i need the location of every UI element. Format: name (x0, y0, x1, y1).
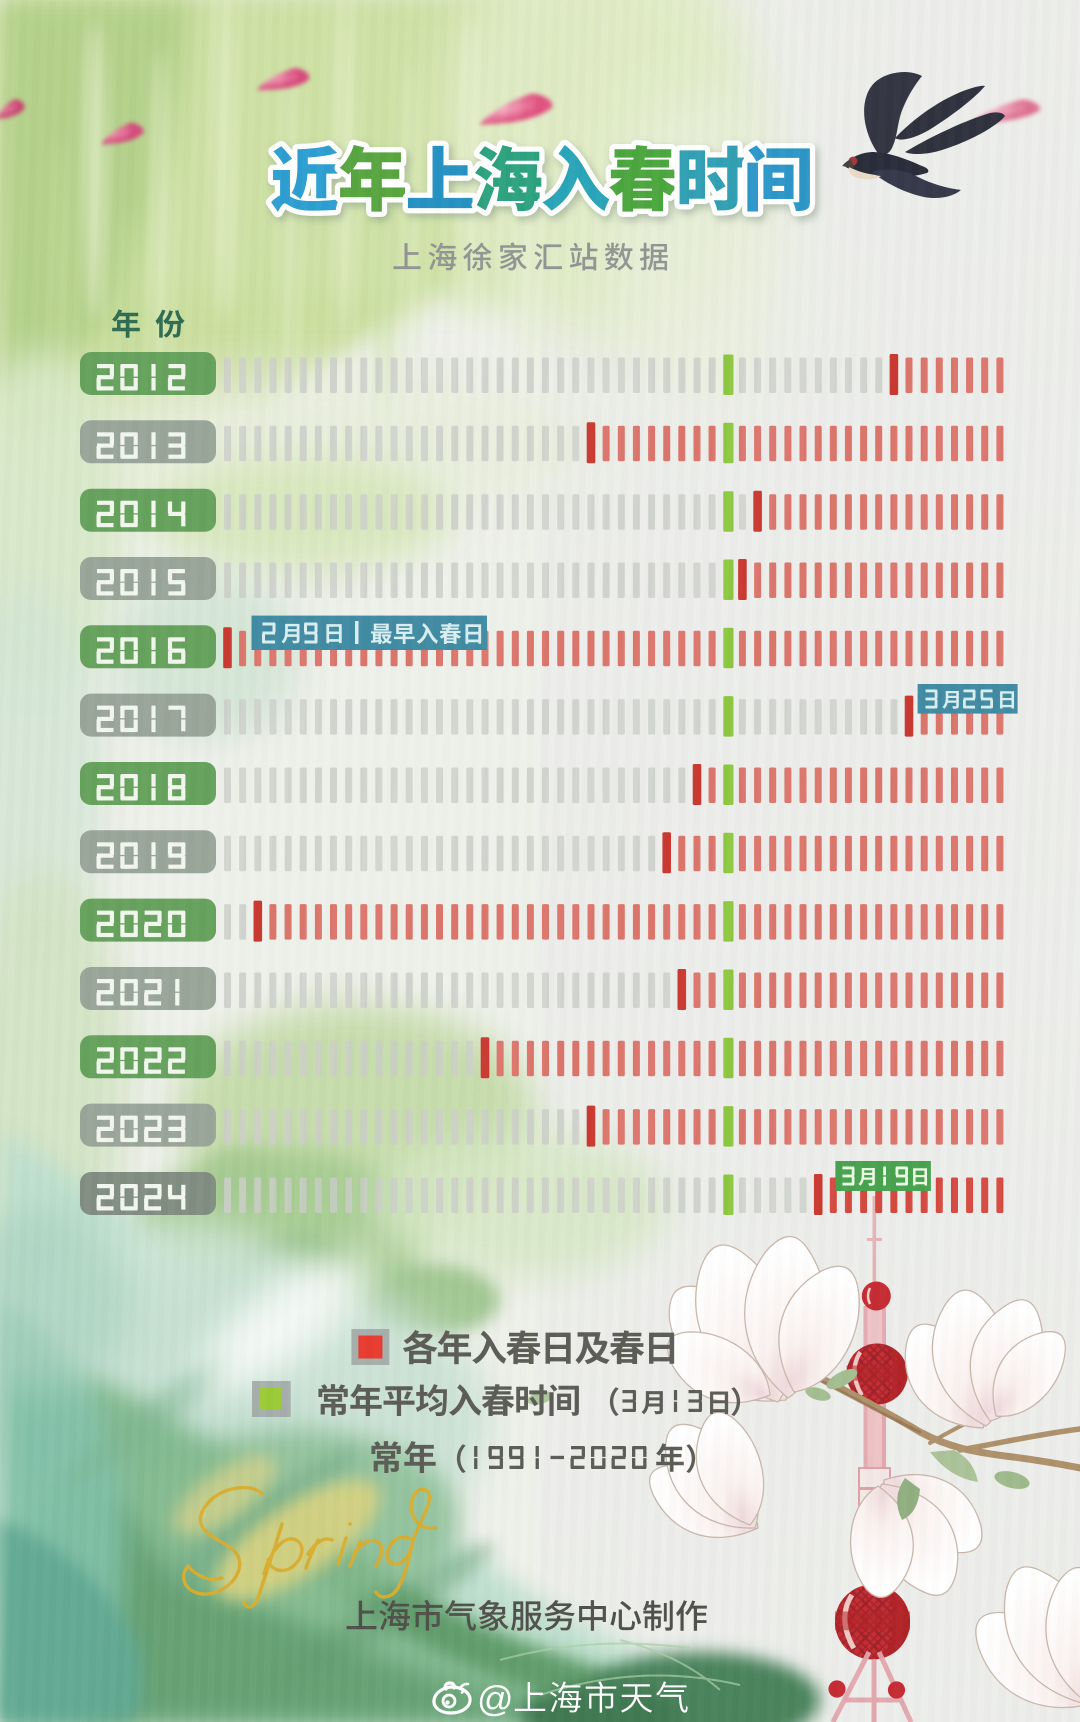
svg-text:@: @ (477, 1678, 514, 1719)
